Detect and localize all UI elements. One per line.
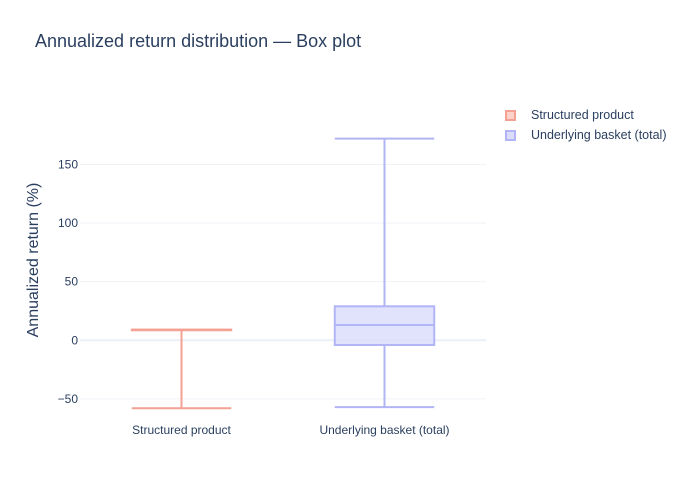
legend-swatch-underlying-basket xyxy=(505,129,516,141)
legend-label-structured-product: Structured product xyxy=(531,108,634,122)
legend-item-structured-product[interactable]: Structured product xyxy=(505,105,666,125)
x-tick-label: Underlying basket (total) xyxy=(319,423,449,437)
x-tick-label: Structured product xyxy=(132,423,231,437)
legend: Structured product Underlying basket (to… xyxy=(505,105,666,145)
y-tick-label: 100 xyxy=(58,216,78,230)
y-tick-label: 150 xyxy=(58,157,78,171)
y-tick-label: 50 xyxy=(65,275,79,289)
y-axis-title: Annualized return (%) xyxy=(25,183,42,338)
legend-item-underlying-basket[interactable]: Underlying basket (total) xyxy=(505,125,666,145)
y-tick-label: 0 xyxy=(71,333,78,347)
legend-label-underlying-basket: Underlying basket (total) xyxy=(531,128,667,142)
legend-swatch-structured-product xyxy=(505,109,516,121)
y-tick-label: −50 xyxy=(58,392,79,406)
chart-title: Annualized return distribution — Box plo… xyxy=(35,31,362,51)
